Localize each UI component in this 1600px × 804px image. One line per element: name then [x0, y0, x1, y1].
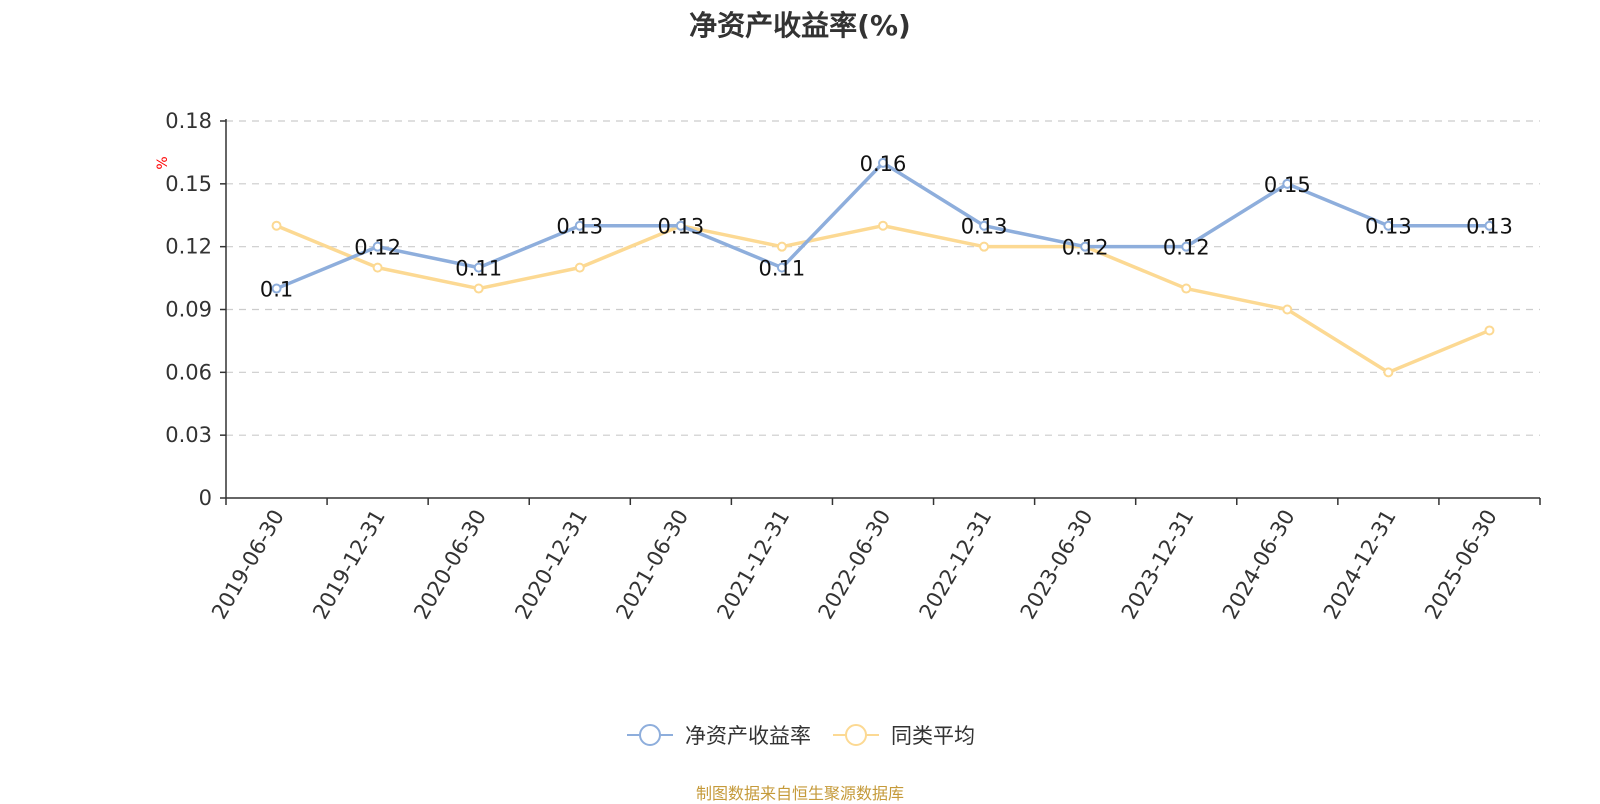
data-label: 0.13 — [1466, 215, 1513, 239]
x-tick-label: 2022-06-30 — [814, 506, 896, 624]
data-point-0 — [1484, 220, 1495, 231]
x-tick-label: 2019-12-31 — [308, 506, 390, 624]
x-tick-label: 2024-12-31 — [1319, 506, 1401, 624]
y-tick-label: 0.18 — [165, 109, 212, 133]
data-point-1 — [1181, 283, 1192, 294]
data-point-0 — [473, 262, 484, 273]
data-label: 0.11 — [759, 257, 806, 281]
data-point-1 — [473, 283, 484, 294]
data-point-1 — [574, 262, 585, 273]
legend: 净资产收益率 同类平均 — [0, 720, 1600, 750]
data-label: 0.15 — [1264, 173, 1311, 197]
data-point-0 — [372, 241, 383, 252]
data-label: 0.13 — [556, 215, 603, 239]
x-tick-label: 2021-12-31 — [712, 506, 794, 624]
legend-label-average: 同类平均 — [891, 724, 975, 748]
data-label: 0.11 — [455, 257, 502, 281]
legend-item-roe[interactable]: 净资产收益率 — [625, 720, 811, 750]
data-labels: 0.1 0.12 0.11 0.13 0.13 0.11 0.16 0.13 0.12 0.12 0… — [260, 152, 1513, 302]
y-tick-label: 0.09 — [165, 298, 212, 322]
data-point-1 — [979, 241, 990, 252]
x-tick-label: 2023-12-31 — [1117, 506, 1199, 624]
data-label: 0.13 — [1365, 215, 1412, 239]
data-label: 0.12 — [354, 236, 401, 260]
y-axis-unit-label: % — [155, 156, 171, 169]
grid-lines — [226, 120, 1540, 436]
legend-item-average[interactable]: 同类平均 — [831, 720, 975, 750]
y-tick-label: 0.12 — [165, 235, 212, 259]
x-tick-label: 2025-06-30 — [1420, 506, 1502, 624]
data-point-1 — [1484, 325, 1495, 336]
data-label: 0.12 — [1163, 236, 1210, 260]
data-point-0 — [979, 220, 990, 231]
data-point-1 — [878, 220, 888, 231]
data-point-1 — [271, 220, 282, 231]
legend-symbol-average — [833, 724, 879, 746]
data-point-1 — [1282, 304, 1293, 315]
data-point-0 — [1282, 178, 1293, 189]
data-point-0 — [776, 262, 787, 273]
data-point-0 — [1080, 241, 1091, 252]
data-point-1 — [1383, 367, 1394, 378]
x-tick-label: 2020-06-30 — [409, 506, 491, 624]
data-point-0 — [878, 157, 888, 168]
data-point-0 — [675, 220, 686, 231]
y-tick-label: 0.15 — [165, 172, 212, 196]
data-point-0 — [271, 283, 282, 294]
x-tick-label: 2019-06-30 — [207, 506, 289, 624]
data-point-1 — [776, 241, 787, 252]
x-tick-label: 2023-06-30 — [1016, 506, 1098, 624]
x-tick-label: 2021-06-30 — [611, 506, 693, 624]
chart-title: 净资产收益率(%) — [689, 9, 911, 42]
source-note: 制图数据来自恒生聚源数据库 — [695, 784, 904, 803]
data-label: 0.1 — [260, 278, 293, 302]
series-line-1 — [275, 223, 1491, 375]
axes: 0 0.03 0.06 0.09 0.12 0.15 0.18% 2019-06-30 2019… — [155, 109, 1541, 624]
series-lines — [271, 157, 1495, 378]
data-point-0 — [1383, 220, 1394, 231]
y-tick-label: 0.03 — [165, 423, 212, 447]
data-label: 0.13 — [657, 215, 704, 239]
y-tick-label: 0 — [199, 486, 212, 510]
legend-symbol-roe — [627, 724, 673, 746]
data-label: 0.16 — [860, 152, 907, 176]
data-label: 0.12 — [1062, 236, 1109, 260]
y-tick-label: 0.06 — [165, 360, 212, 384]
legend-label-roe: 净资产收益率 — [685, 724, 811, 748]
x-tick-label: 2024-06-30 — [1218, 506, 1300, 624]
data-point-1 — [372, 262, 383, 273]
data-label: 0.13 — [961, 215, 1008, 239]
data-point-0 — [574, 220, 585, 231]
data-point-0 — [1181, 241, 1192, 252]
x-tick-label: 2020-12-31 — [510, 506, 592, 624]
x-tick-label: 2022-12-31 — [915, 506, 997, 624]
